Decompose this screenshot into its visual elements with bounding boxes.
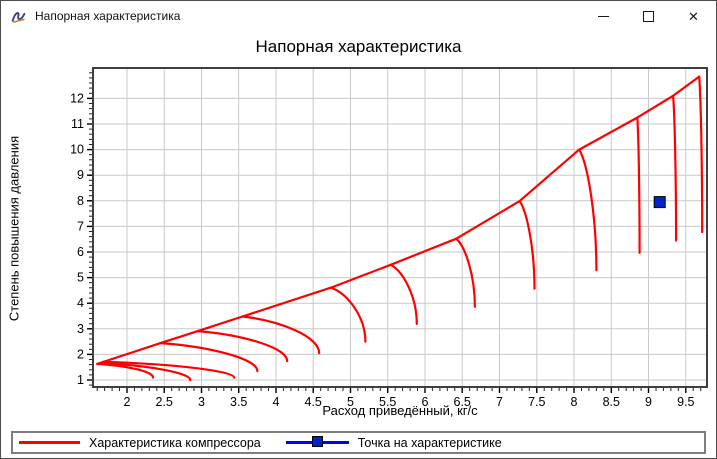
chart-title: Напорная характеристика (255, 37, 462, 56)
window-controls: ✕ (581, 1, 716, 31)
x-tick-label: 3 (198, 395, 205, 409)
x-tick-label: 9 (645, 395, 652, 409)
speed-line (96, 362, 155, 379)
maximize-icon (643, 10, 654, 22)
x-tick-label: 7.5 (528, 395, 545, 409)
x-tick-label: 4 (273, 395, 280, 409)
y-tick-label: 11 (71, 117, 84, 131)
x-axis-title: Расход приведённый, кг/с (322, 403, 478, 418)
speed-line (98, 362, 192, 382)
speed-line (196, 330, 289, 363)
y-tick-label: 4 (77, 296, 84, 310)
x-tick-label: 8 (571, 395, 578, 409)
speed-line (159, 342, 259, 373)
blue-square-marker-icon (311, 436, 323, 447)
close-button[interactable]: ✕ (671, 1, 716, 31)
y-tick-label: 9 (77, 168, 84, 182)
speed-line (455, 237, 476, 308)
x-tick-label: 4.5 (305, 395, 322, 409)
speed-line (330, 286, 367, 343)
characteristic-point-marker (653, 196, 666, 209)
y-tick-label: 10 (70, 143, 84, 157)
x-tick-label: 6.5 (454, 395, 471, 409)
chart-legend: Характеристика компрессора Точка на хара… (11, 431, 706, 454)
maximize-button[interactable] (626, 1, 671, 31)
y-tick-label: 1 (77, 373, 84, 387)
legend-item-operating-point: Точка на характеристике (285, 435, 502, 450)
x-tick-label: 5.5 (379, 395, 396, 409)
x-tick-label: 7 (496, 395, 503, 409)
y-tick-label: 6 (77, 245, 84, 259)
legend-label: Точка на характеристике (357, 435, 502, 450)
speed-line (102, 360, 236, 379)
plot-border (92, 67, 708, 388)
y-tick-label: 3 (77, 322, 84, 336)
legend-label: Характеристика компрессора (89, 435, 261, 450)
x-tick-label: 5 (347, 395, 354, 409)
blue-point-swatch (285, 436, 349, 449)
y-tick-label: 12 (70, 91, 84, 105)
y-tick-label: 8 (77, 194, 84, 208)
speed-line (389, 263, 418, 325)
x-tick-label: 2.5 (156, 395, 173, 409)
y-axis-title: Степень повышения давления (6, 135, 22, 322)
x-tick-label: 3.5 (230, 395, 247, 409)
speed-line (518, 200, 536, 290)
x-tick-label: 8.5 (603, 395, 620, 409)
title-bar[interactable]: Напорная характеристика ✕ (1, 1, 716, 31)
red-line-swatch (19, 441, 80, 444)
legend-item-compressor-characteristic: Характеристика компрессора (19, 436, 261, 450)
y-tick-label: 7 (77, 219, 84, 233)
close-icon: ✕ (688, 8, 699, 24)
x-tick-label: 6 (422, 395, 429, 409)
plot-background (93, 68, 707, 387)
x-tick-label: 2 (124, 395, 131, 409)
speed-line (578, 148, 598, 272)
x-tick-label: 9.5 (677, 395, 694, 409)
surge-line (96, 75, 701, 365)
y-tick-label: 5 (77, 271, 84, 285)
minimize-button[interactable] (581, 1, 626, 31)
speed-line (241, 315, 321, 355)
window-title: Напорная характеристика (35, 9, 181, 23)
app-icon (11, 11, 26, 23)
y-tick-label: 2 (77, 347, 84, 361)
speed-line (698, 75, 704, 234)
speed-line (672, 94, 678, 242)
speed-line (636, 116, 641, 254)
minimize-icon (598, 15, 609, 17)
